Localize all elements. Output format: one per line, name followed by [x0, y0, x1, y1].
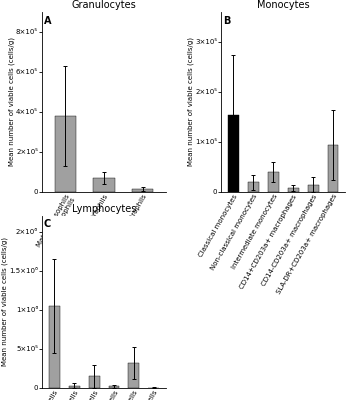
Title: Granulocytes: Granulocytes: [72, 0, 136, 10]
Bar: [327, 144, 339, 192]
Bar: [89, 376, 100, 388]
Text: C: C: [44, 220, 51, 230]
Y-axis label: Mean number of viable cells (cells/g): Mean number of viable cells (cells/g): [1, 238, 8, 366]
Bar: [108, 386, 119, 388]
Bar: [93, 178, 115, 192]
Bar: [69, 386, 80, 388]
Y-axis label: Mean number of viable cells (cells/g): Mean number of viable cells (cells/g): [187, 38, 194, 166]
Bar: [288, 188, 298, 192]
Bar: [128, 363, 139, 388]
Text: B: B: [222, 16, 230, 26]
Bar: [228, 114, 239, 192]
Title: Monocytes: Monocytes: [257, 0, 309, 10]
Bar: [248, 182, 259, 192]
Bar: [268, 172, 279, 192]
Y-axis label: Mean number of viable cells (cells/g): Mean number of viable cells (cells/g): [8, 38, 14, 166]
Bar: [55, 116, 76, 192]
Bar: [308, 184, 319, 192]
Title: Lymphocytes: Lymphocytes: [72, 204, 136, 214]
Text: A: A: [44, 16, 51, 26]
Bar: [132, 189, 153, 192]
Bar: [49, 306, 60, 388]
